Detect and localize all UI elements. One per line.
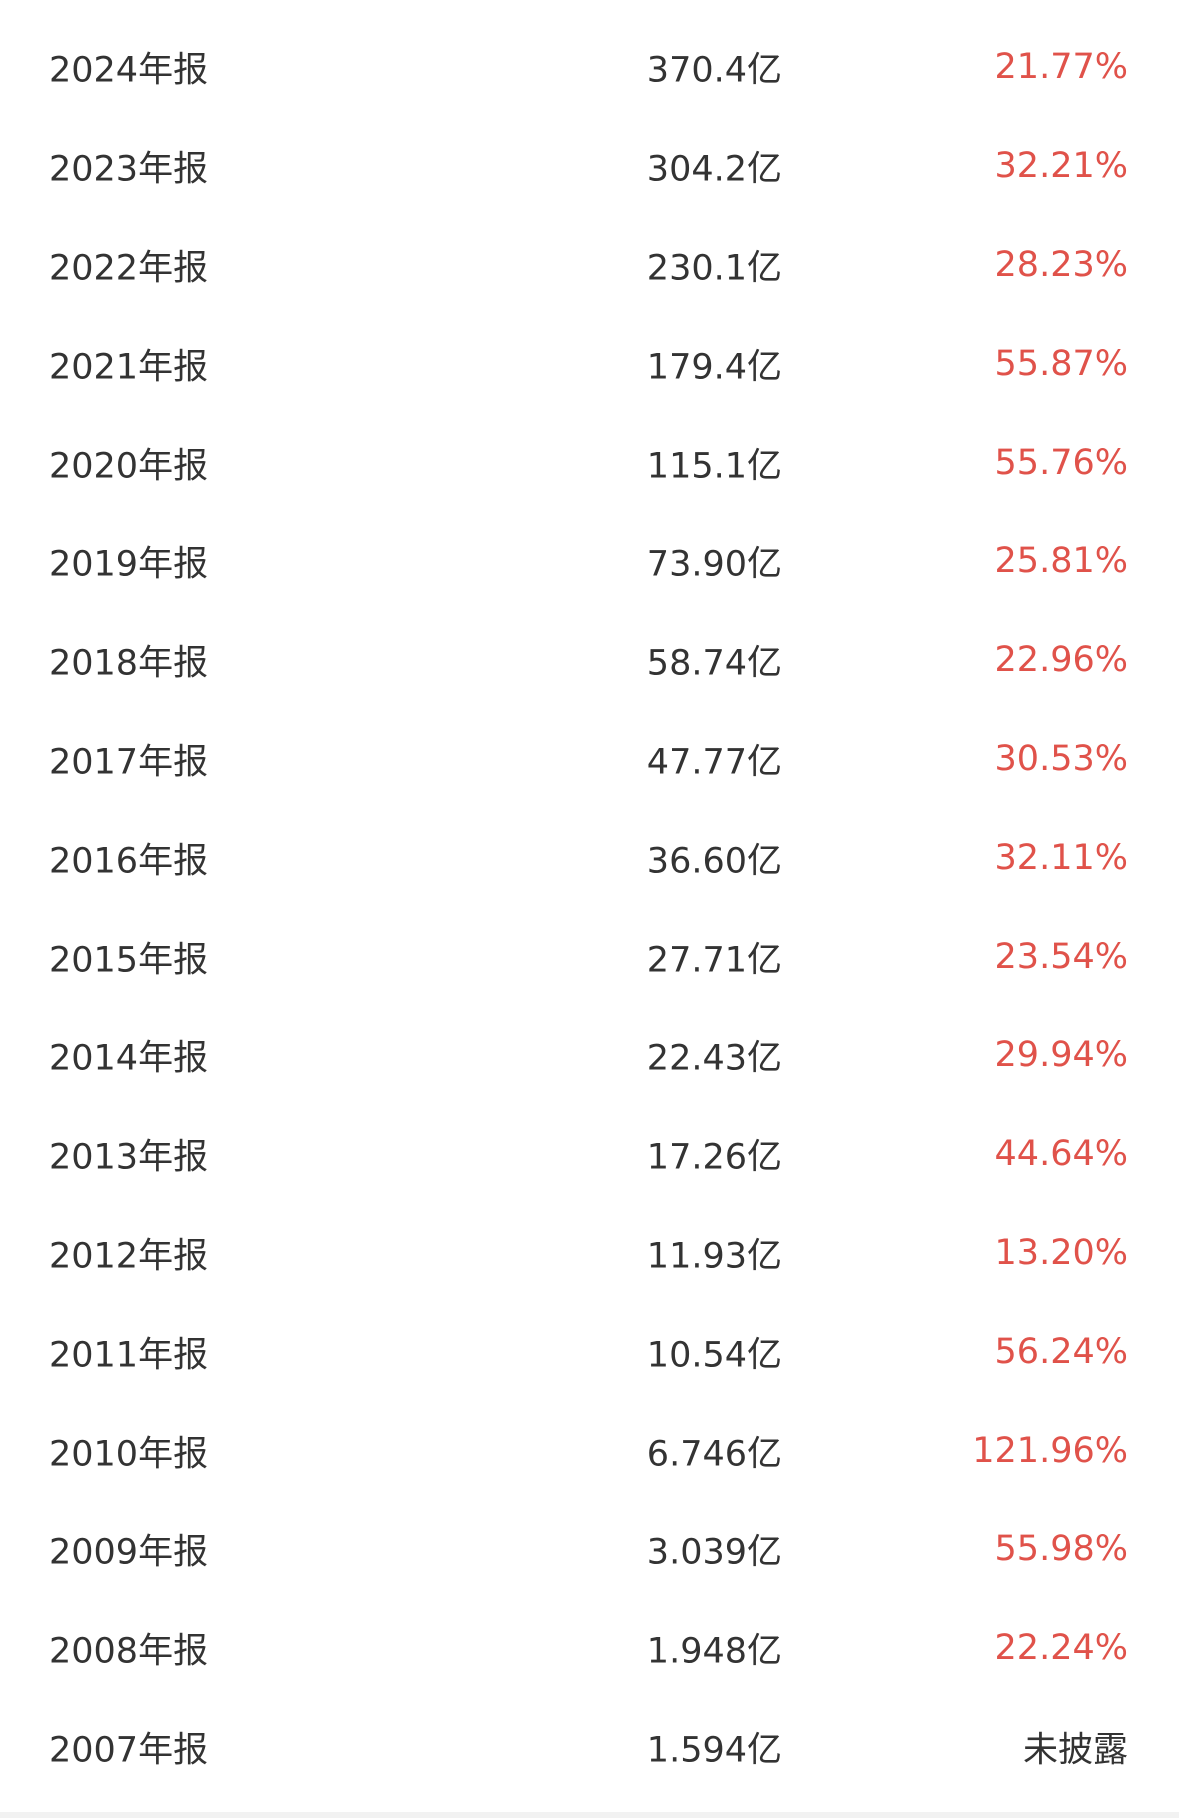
growth-rate: 55.98% xyxy=(994,1529,1128,1570)
growth-rate: 30.53% xyxy=(994,738,1128,779)
report-period: 2018年报 xyxy=(49,643,209,684)
report-value: 179.4亿 xyxy=(646,347,782,388)
report-value: 3.039亿 xyxy=(646,1532,782,1573)
growth-rate: 32.21% xyxy=(994,146,1128,187)
growth-rate: 21.77% xyxy=(994,47,1128,88)
report-value: 304.2亿 xyxy=(646,149,782,190)
table-row[interactable]: 2016年报 36.60亿 32.11% xyxy=(0,808,1179,907)
table-row[interactable]: 2019年报 73.90亿 25.81% xyxy=(0,512,1179,611)
report-value: 17.26亿 xyxy=(646,1137,782,1178)
report-value: 58.74亿 xyxy=(646,643,782,684)
growth-rate: 56.24% xyxy=(994,1331,1128,1372)
report-period: 2007年报 xyxy=(49,1730,209,1771)
report-period: 2021年报 xyxy=(49,347,209,388)
report-period: 2016年报 xyxy=(49,841,209,882)
growth-rate: 28.23% xyxy=(994,244,1128,285)
report-period: 2010年报 xyxy=(49,1434,209,1475)
table-row[interactable]: 2020年报 115.1亿 55.76% xyxy=(0,413,1179,512)
report-period: 2008年报 xyxy=(49,1631,209,1672)
report-value: 115.1亿 xyxy=(646,446,782,487)
report-period: 2017年报 xyxy=(49,742,209,783)
growth-rate: 32.11% xyxy=(994,837,1128,878)
annual-report-list: 2024年报 370.4亿 21.77% 2023年报 304.2亿 32.21% 2022… xyxy=(0,18,1179,1796)
report-period: 2013年报 xyxy=(49,1137,209,1178)
growth-rate: 55.76% xyxy=(994,442,1128,483)
report-period: 2009年报 xyxy=(49,1532,209,1573)
table-row[interactable]: 2009年报 3.039亿 55.98% xyxy=(0,1500,1179,1599)
report-value: 1.948亿 xyxy=(646,1631,782,1672)
table-row[interactable]: 2015年报 27.71亿 23.54% xyxy=(0,907,1179,1006)
bottom-divider xyxy=(0,1812,1179,1818)
growth-rate: 23.54% xyxy=(994,936,1128,977)
report-value: 11.93亿 xyxy=(646,1236,782,1277)
report-value: 73.90亿 xyxy=(646,544,782,585)
table-row[interactable]: 2022年报 230.1亿 28.23% xyxy=(0,216,1179,315)
report-period: 2020年报 xyxy=(49,446,209,487)
table-row[interactable]: 2011年报 10.54亿 56.24% xyxy=(0,1302,1179,1401)
report-value: 10.54亿 xyxy=(646,1335,782,1376)
report-value: 47.77亿 xyxy=(646,742,782,783)
report-period: 2023年报 xyxy=(49,149,209,190)
report-value: 370.4亿 xyxy=(646,50,782,91)
report-period: 2019年报 xyxy=(49,544,209,585)
table-row[interactable]: 2023年报 304.2亿 32.21% xyxy=(0,117,1179,216)
growth-rate: 22.96% xyxy=(994,640,1128,681)
table-row[interactable]: 2007年报 1.594亿 未披露 xyxy=(0,1698,1179,1797)
report-value: 36.60亿 xyxy=(646,841,782,882)
report-period: 2014年报 xyxy=(49,1038,209,1079)
table-row[interactable]: 2017年报 47.77亿 30.53% xyxy=(0,710,1179,809)
table-row[interactable]: 2008年报 1.948亿 22.24% xyxy=(0,1599,1179,1698)
table-row[interactable]: 2010年报 6.746亿 121.96% xyxy=(0,1401,1179,1500)
table-row[interactable]: 2021年报 179.4亿 55.87% xyxy=(0,314,1179,413)
report-period: 2011年报 xyxy=(49,1335,209,1376)
growth-rate: 44.64% xyxy=(994,1134,1128,1175)
growth-rate: 未披露 xyxy=(1022,1730,1128,1771)
growth-rate: 29.94% xyxy=(994,1035,1128,1076)
table-row[interactable]: 2012年报 11.93亿 13.20% xyxy=(0,1204,1179,1303)
table-row[interactable]: 2014年报 22.43亿 29.94% xyxy=(0,1006,1179,1105)
report-value: 230.1亿 xyxy=(646,248,782,289)
growth-rate: 13.20% xyxy=(994,1232,1128,1273)
table-row[interactable]: 2018年报 58.74亿 22.96% xyxy=(0,611,1179,710)
report-period: 2015年报 xyxy=(49,940,209,981)
report-period: 2012年报 xyxy=(49,1236,209,1277)
report-period: 2022年报 xyxy=(49,248,209,289)
growth-rate: 55.87% xyxy=(994,343,1128,384)
report-value: 22.43亿 xyxy=(646,1038,782,1079)
report-value: 1.594亿 xyxy=(646,1730,782,1771)
growth-rate: 121.96% xyxy=(972,1430,1128,1471)
report-value: 27.71亿 xyxy=(646,940,782,981)
growth-rate: 25.81% xyxy=(994,541,1128,582)
growth-rate: 22.24% xyxy=(994,1628,1128,1669)
table-row[interactable]: 2013年报 17.26亿 44.64% xyxy=(0,1105,1179,1204)
table-row[interactable]: 2024年报 370.4亿 21.77% xyxy=(0,18,1179,117)
report-period: 2024年报 xyxy=(49,50,209,91)
report-value: 6.746亿 xyxy=(646,1434,782,1475)
